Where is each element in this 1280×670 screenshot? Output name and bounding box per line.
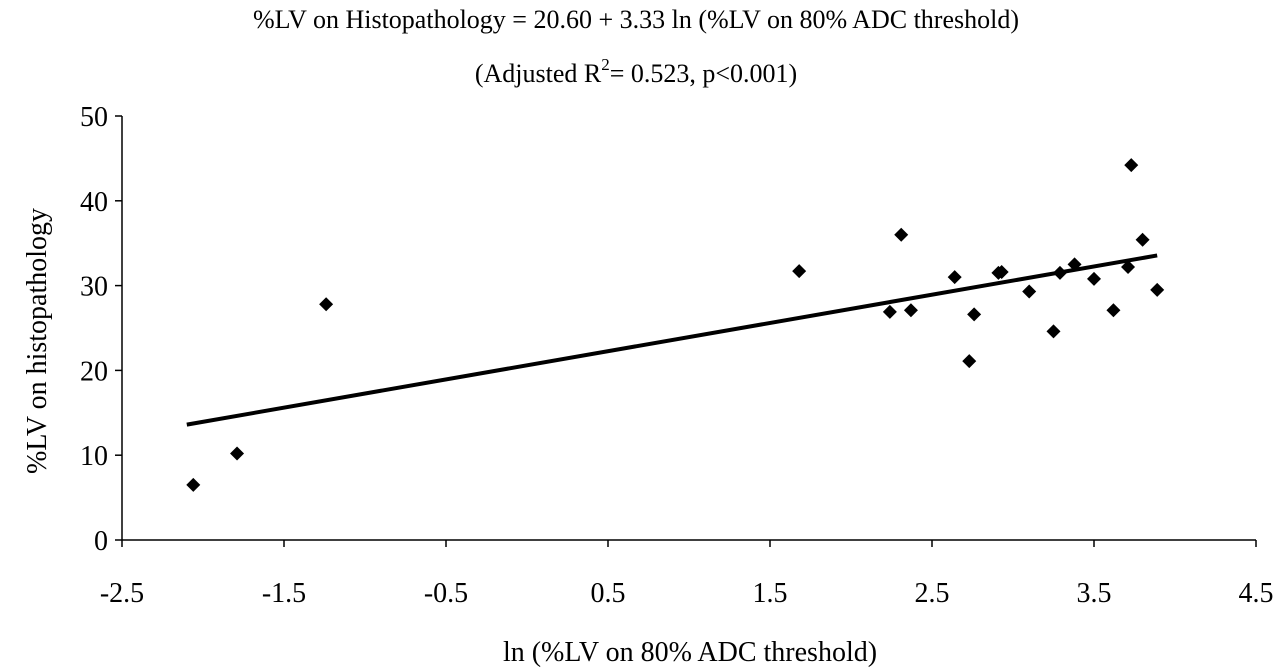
data-point	[1067, 257, 1082, 272]
y-tick-label: 30	[80, 272, 108, 303]
x-tick-label: 1.5	[753, 578, 788, 609]
y-tick-label: 0	[94, 526, 108, 557]
x-tick-label: 3.5	[1077, 578, 1112, 609]
data-point	[882, 304, 897, 319]
data-point	[1052, 265, 1067, 280]
y-tick-label: 10	[80, 441, 108, 472]
data-point	[1124, 158, 1139, 173]
data-point	[186, 477, 201, 492]
data-point	[1046, 324, 1061, 339]
x-tick-label: 2.5	[915, 578, 950, 609]
x-axis-label: ln (%LV on 80% ADC threshold)	[503, 637, 877, 668]
x-tick-label: 4.5	[1239, 578, 1274, 609]
regression-line-group	[186, 253, 1158, 427]
x-tick-label: -2.5	[100, 578, 144, 609]
y-axis-ticks: 0 10 20 30 40 50	[80, 102, 122, 557]
y-tick-label: 20	[80, 356, 108, 387]
chart-title-line1: %LV on Histopathology = 20.60 + 3.33 ln …	[253, 5, 1019, 34]
data-point	[962, 354, 977, 369]
data-point	[967, 307, 982, 322]
chart-title-line2-suffix: = 0.523, p<0.001)	[610, 59, 797, 88]
data-point	[230, 446, 245, 461]
data-point	[319, 297, 334, 312]
y-axis-label: %LV on histopathology	[22, 208, 53, 474]
data-point	[994, 265, 1009, 280]
data-point	[1022, 284, 1037, 299]
data-point	[1135, 232, 1150, 247]
data-point	[792, 264, 807, 279]
regression-line	[186, 253, 1158, 427]
chart-title-line2-prefix: (Adjusted R	[475, 59, 602, 88]
x-axis-ticks: -2.5 -1.5 -0.5 0.5 1.5 2.5 3.5 4.5	[100, 540, 1274, 609]
chart-title-line2: (Adjusted R2= 0.523, p<0.001)	[475, 55, 797, 88]
y-tick-label: 40	[80, 187, 108, 218]
x-tick-label: -1.5	[262, 578, 306, 609]
axes	[121, 116, 1256, 541]
data-point	[1106, 303, 1121, 318]
data-point	[903, 303, 918, 318]
data-point	[894, 227, 909, 242]
data-points	[186, 158, 1165, 492]
chart-title-line2-superscript: 2	[601, 55, 610, 74]
x-tick-label: -0.5	[424, 578, 468, 609]
y-tick-label: 50	[80, 102, 108, 133]
data-point	[947, 270, 962, 285]
data-point	[1087, 271, 1101, 286]
x-tick-label: 0.5	[591, 578, 626, 609]
data-point	[1121, 259, 1136, 274]
data-point	[1150, 282, 1165, 297]
